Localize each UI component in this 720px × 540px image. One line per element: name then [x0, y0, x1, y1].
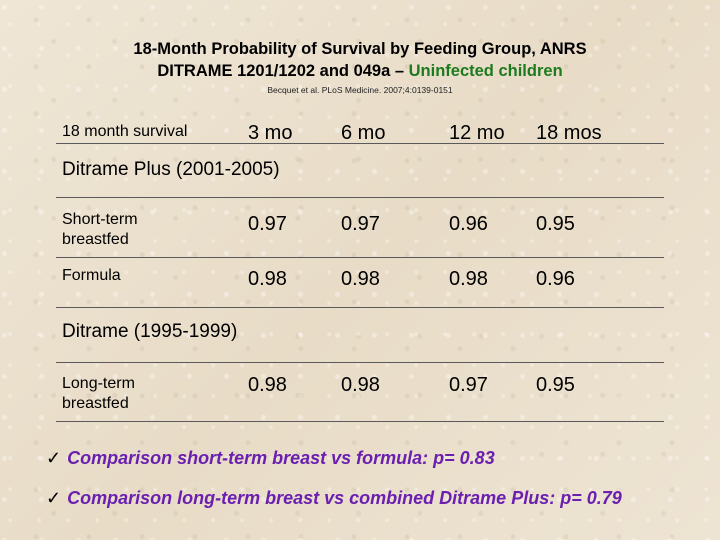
table-cell: 0.95 — [536, 213, 575, 235]
title-line-1: 18-Month Probability of Survival by Feed… — [133, 40, 587, 58]
column-header-3mo: 3 mo — [248, 122, 293, 144]
table-rule — [56, 143, 664, 144]
table-cell: 0.98 — [248, 268, 287, 290]
row-label-short-term-breastfed: Short-term breastfed — [62, 211, 138, 248]
table-cell: 0.98 — [248, 374, 287, 396]
table-cell: 0.97 — [449, 374, 488, 396]
table-rule — [56, 197, 664, 198]
table-cell: 0.96 — [449, 213, 488, 235]
column-header-12mo: 12 mo — [449, 122, 505, 144]
title-line-2: DITRAME 1201/1202 and 049a – Uninfected … — [0, 60, 720, 82]
table-cell: 0.98 — [449, 268, 488, 290]
table-rule — [56, 307, 664, 308]
column-header-6mo: 6 mo — [341, 122, 386, 144]
title-highlight: Uninfected children — [408, 62, 563, 80]
table-cell: 0.97 — [248, 213, 287, 235]
table-rule — [56, 362, 664, 363]
slide-title: 18-Month Probability of Survival by Feed… — [0, 38, 720, 82]
checkmark-icon: ✓ — [46, 488, 62, 508]
row-label-long-term-breastfed: Long-term breastfed — [62, 375, 135, 412]
table-rule — [56, 257, 664, 258]
comparison-note-2: ✓ Comparison long-term breast vs combined… — [46, 486, 686, 510]
table-cell: 0.98 — [341, 268, 380, 290]
section-title-ditrame: Ditrame (1995-1999) — [62, 321, 238, 342]
table-cell: 0.98 — [341, 374, 380, 396]
checkmark-icon: ✓ — [46, 448, 62, 468]
title-line-2-prefix: DITRAME 1201/1202 and 049a – — [157, 62, 409, 80]
table-rule — [56, 421, 664, 422]
table-cell: 0.96 — [536, 268, 575, 290]
section-title-ditrame-plus: Ditrame Plus (2001-2005) — [62, 159, 280, 180]
table-cell: 0.97 — [341, 213, 380, 235]
table-cell: 0.95 — [536, 374, 575, 396]
note-text: Comparison short-term breast vs formula:… — [67, 448, 495, 468]
comparison-note-1: ✓ Comparison short-term breast vs formula… — [46, 446, 686, 470]
table-corner-label: 18 month survival — [62, 123, 188, 140]
citation: Becquet et al. PLoS Medicine. 2007;4:013… — [267, 85, 453, 95]
column-header-18mos: 18 mos — [536, 122, 602, 144]
row-label-formula: Formula — [62, 267, 121, 284]
note-text: Comparison long-term breast vs combined … — [67, 488, 622, 508]
